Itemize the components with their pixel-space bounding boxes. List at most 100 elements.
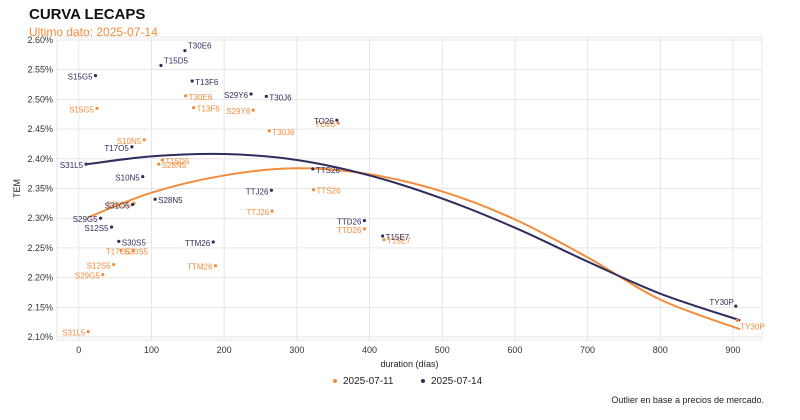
x-tick-label: 700 xyxy=(580,345,595,355)
data-point xyxy=(159,63,163,68)
data-point xyxy=(99,216,103,220)
fit-curve-2025-07-11 xyxy=(87,167,741,331)
data-point xyxy=(269,188,274,192)
data-point xyxy=(381,234,385,238)
point-label: T13F6 xyxy=(195,78,219,87)
point-label: T30E6 xyxy=(188,42,212,51)
x-tick-label: 400 xyxy=(362,345,377,355)
x-axis-title: duration (días) xyxy=(380,359,438,369)
y-tick-label: 2.55% xyxy=(27,65,53,75)
point-label: S29G5 xyxy=(75,272,100,281)
point-label: S15G5 xyxy=(68,73,93,82)
x-tick-label: 600 xyxy=(507,345,522,355)
point-label: TTS26 xyxy=(316,166,341,175)
y-tick-label: 2.20% xyxy=(27,273,53,283)
point-label: S10N5 xyxy=(117,137,142,146)
point-label: TTS26 xyxy=(317,187,342,196)
data-point xyxy=(249,92,253,96)
point-label: S30S5 xyxy=(122,238,147,247)
point-label: S31O5 xyxy=(106,200,131,209)
data-point xyxy=(267,129,271,133)
data-point xyxy=(142,138,146,142)
point-label: TY30P xyxy=(709,298,733,307)
data-point xyxy=(117,239,121,243)
data-point xyxy=(112,262,116,267)
point-label: TTJ26 xyxy=(246,208,269,217)
data-point xyxy=(95,106,99,110)
point-label: S10N5 xyxy=(115,174,140,183)
data-point xyxy=(86,330,90,334)
y-tick-label: 2.35% xyxy=(27,184,53,194)
point-label: S31L5 xyxy=(60,161,84,170)
x-tick-label: 0 xyxy=(76,345,81,355)
point-label: TTM26 xyxy=(185,239,211,248)
data-point xyxy=(153,197,157,201)
x-tick-label: 800 xyxy=(653,345,668,355)
point-label: T15D5 xyxy=(164,57,189,66)
x-tick-label: 200 xyxy=(217,345,232,355)
x-tick-label: 500 xyxy=(435,345,450,355)
data-point xyxy=(264,94,268,99)
y-tick-label: 2.50% xyxy=(27,94,53,104)
fit-curve-2025-07-14 xyxy=(87,152,741,322)
chart-title: CURVA LECAPS xyxy=(29,6,146,23)
point-label: S29Y6 xyxy=(226,107,251,116)
point-label: T30J6 xyxy=(272,128,295,137)
legend-swatch xyxy=(421,379,425,383)
point-label: S31L5 xyxy=(62,329,86,338)
point-label: TTD26 xyxy=(337,226,362,235)
data-point xyxy=(382,237,386,242)
point-label: S12S5 xyxy=(84,224,109,233)
data-point xyxy=(109,225,114,229)
point-label: S12S5 xyxy=(87,262,112,271)
point-label: S31O5 xyxy=(105,202,130,211)
data-point xyxy=(251,108,255,112)
point-label: S29Y6 xyxy=(224,91,249,100)
point-label: S30S5 xyxy=(124,247,149,256)
data-point xyxy=(335,118,339,122)
data-point xyxy=(336,121,340,125)
data-point xyxy=(311,167,315,171)
data-point xyxy=(211,240,215,244)
data-point xyxy=(101,273,105,277)
point-label: T15D5 xyxy=(165,157,190,166)
y-tick-label: 2.15% xyxy=(27,302,53,312)
y-tick-label: 2.45% xyxy=(27,124,53,134)
legend-label: 2025-07-14 xyxy=(431,376,483,387)
point-label: T30E6 xyxy=(189,93,213,102)
data-point xyxy=(362,218,367,223)
data-point xyxy=(192,106,196,110)
point-label: TO26 xyxy=(314,117,334,126)
x-tick-label: 300 xyxy=(289,345,304,355)
data-point xyxy=(270,209,274,213)
data-point xyxy=(183,49,187,53)
data-point xyxy=(157,162,161,166)
data-point xyxy=(141,175,145,179)
data-point xyxy=(130,145,134,149)
data-point xyxy=(735,318,739,322)
y-axis-title: TEM xyxy=(12,179,22,198)
point-label: TTM26 xyxy=(187,263,213,272)
data-point xyxy=(131,248,135,252)
point-label: T17O5 xyxy=(106,247,131,256)
y-tick-label: 2.25% xyxy=(27,243,53,253)
point-label: S28N5 xyxy=(162,161,187,170)
point-label: S29G5 xyxy=(73,215,98,224)
point-label: TY30P xyxy=(740,322,764,331)
y-tick-label: 2.10% xyxy=(27,332,53,342)
data-point xyxy=(184,94,188,98)
data-point xyxy=(311,188,316,192)
x-tick-label: 900 xyxy=(725,345,740,355)
point-label: T30J6 xyxy=(269,93,292,102)
point-label: T17O5 xyxy=(104,144,129,153)
data-point xyxy=(190,79,194,83)
point-label: TO26 xyxy=(315,120,335,129)
point-label: T15E7 xyxy=(387,237,411,246)
y-tick-label: 2.40% xyxy=(27,154,53,164)
point-label: S28N5 xyxy=(158,196,183,205)
x-tick-label: 100 xyxy=(144,345,159,355)
point-label: T13F6 xyxy=(197,105,221,114)
legend-label: 2025-07-11 xyxy=(343,376,394,387)
